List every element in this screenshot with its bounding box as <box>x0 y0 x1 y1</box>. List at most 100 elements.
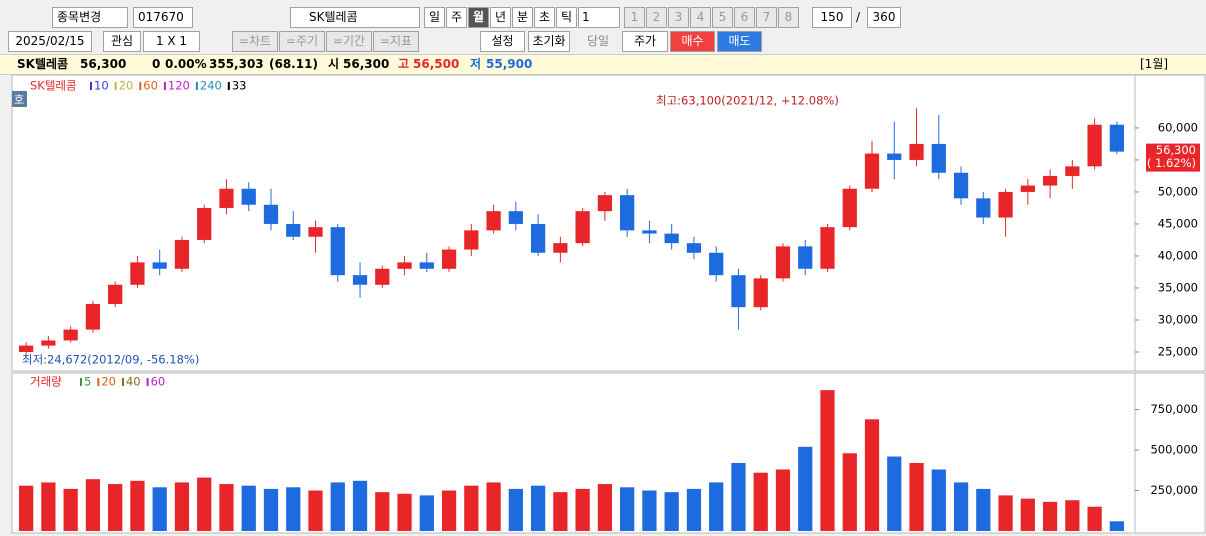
volume-bar <box>597 484 613 531</box>
volume-title: 거래량 <box>30 375 62 389</box>
candle-body <box>286 223 301 237</box>
slot[interactable]: 5 <box>712 7 733 28</box>
period[interactable]: 주 <box>446 7 467 28</box>
period[interactable]: 일 <box>424 7 445 28</box>
volume-bar <box>953 482 969 531</box>
candle-body <box>753 278 768 308</box>
candle-body <box>330 227 345 276</box>
period[interactable]: 분 <box>512 7 533 28</box>
volume-bar <box>887 456 902 531</box>
candle-body <box>731 275 746 308</box>
count[interactable]: 150 <box>812 7 852 28</box>
v-tick-label: 750,000 <box>1150 402 1198 416</box>
period[interactable]: 년 <box>490 7 511 28</box>
candle-body <box>85 303 101 330</box>
info-open: 56,300 <box>343 57 390 71</box>
slot[interactable]: 1 <box>624 7 645 28</box>
period[interactable]: 초 <box>534 7 555 28</box>
legend-item: 20 <box>119 79 134 93</box>
volume-bar <box>152 487 167 531</box>
volume-bar <box>842 453 857 531</box>
legend-swatch <box>227 82 230 90</box>
volume-bar <box>286 487 301 531</box>
candle-body <box>664 233 679 244</box>
code[interactable]: 017670 <box>133 7 193 28</box>
volume-bar <box>174 482 190 531</box>
volume-bar <box>219 484 234 531</box>
candle-body <box>620 195 635 231</box>
tool-btn[interactable]: =지표 <box>373 31 419 52</box>
info-rate: 0.00% <box>165 57 207 71</box>
slot[interactable]: 8 <box>778 7 799 28</box>
y-tick-label: 35,000 <box>1158 280 1198 294</box>
slot[interactable]: 4 <box>690 7 711 28</box>
today[interactable]: 당일 <box>587 34 610 48</box>
slot[interactable]: 6 <box>734 7 755 28</box>
candle-body <box>352 275 368 285</box>
candle-body <box>464 230 479 250</box>
volume-bar <box>486 482 501 531</box>
volume-bar <box>998 495 1013 531</box>
candle-body <box>597 195 613 212</box>
volume-bar <box>419 495 434 531</box>
volume-bar <box>108 484 123 531</box>
y-tick-label: 50,000 <box>1158 184 1198 198</box>
high-note: 최고:63,100(2021/12, +12.08%) <box>656 94 839 108</box>
volume-bar <box>530 485 546 531</box>
volume-bar <box>620 487 635 531</box>
volume-bar <box>308 490 323 531</box>
candle-body <box>842 188 857 228</box>
legend-item: 5 <box>84 375 91 389</box>
candle-body <box>953 172 969 199</box>
stock-change[interactable]: 종목변경 <box>52 7 128 28</box>
date[interactable]: 2025/02/15 <box>8 31 92 52</box>
candle-body <box>308 227 323 237</box>
period[interactable]: 월 <box>468 7 489 28</box>
slot[interactable]: 2 <box>646 7 667 28</box>
layout[interactable]: 1 X 1 <box>143 31 200 52</box>
candle-body <box>642 230 657 234</box>
candle-body <box>63 329 78 341</box>
info-period: [1월] <box>1140 57 1169 71</box>
volume-bar <box>1042 501 1058 531</box>
candle-body <box>108 284 123 304</box>
tick-count[interactable]: 1 <box>578 7 620 28</box>
candle-body <box>530 223 546 253</box>
candle-body <box>686 243 702 253</box>
info-volume: 355,303 <box>209 57 264 71</box>
info-high: 56,500 <box>413 57 460 71</box>
volume-bar <box>397 493 412 531</box>
tool-btn[interactable]: =기간 <box>326 31 372 52</box>
info-price: 56,300 <box>80 57 127 71</box>
buy[interactable]: 매수 <box>670 31 715 52</box>
slot[interactable]: 7 <box>756 7 777 28</box>
info-high-label: 고 <box>398 57 410 71</box>
interest[interactable]: 관심 <box>103 31 141 52</box>
legend-swatch <box>139 82 142 90</box>
y-tick-label: 45,000 <box>1158 216 1198 230</box>
candle-body <box>130 262 145 285</box>
volume-bar <box>375 492 390 531</box>
info-change: 0 <box>152 57 161 71</box>
volume-bar <box>931 469 946 531</box>
price-tag: 56,300 <box>1156 143 1196 157</box>
volume-bar <box>1065 500 1080 531</box>
legend-swatch <box>146 378 149 386</box>
price-panel <box>11 74 1136 372</box>
stock-name[interactable]: SK텔레콤 <box>290 7 420 28</box>
volume-bar <box>63 488 78 531</box>
legend-swatch <box>90 82 92 90</box>
reset[interactable]: 초기화 <box>528 31 570 52</box>
sell[interactable]: 매도 <box>717 31 762 52</box>
price-btn[interactable]: 주가 <box>622 31 668 52</box>
slot[interactable]: 3 <box>668 7 689 28</box>
tool-btn[interactable]: =차트 <box>232 31 278 52</box>
settings[interactable]: 설정 <box>480 31 525 52</box>
volume-bar <box>352 480 368 531</box>
tool-btn[interactable]: =주기 <box>279 31 325 52</box>
total[interactable]: 360 <box>867 7 901 28</box>
period[interactable]: 틱 <box>556 7 577 28</box>
volume-bar <box>85 479 101 531</box>
price-tag-change: ( 1.62%) <box>1147 156 1196 170</box>
